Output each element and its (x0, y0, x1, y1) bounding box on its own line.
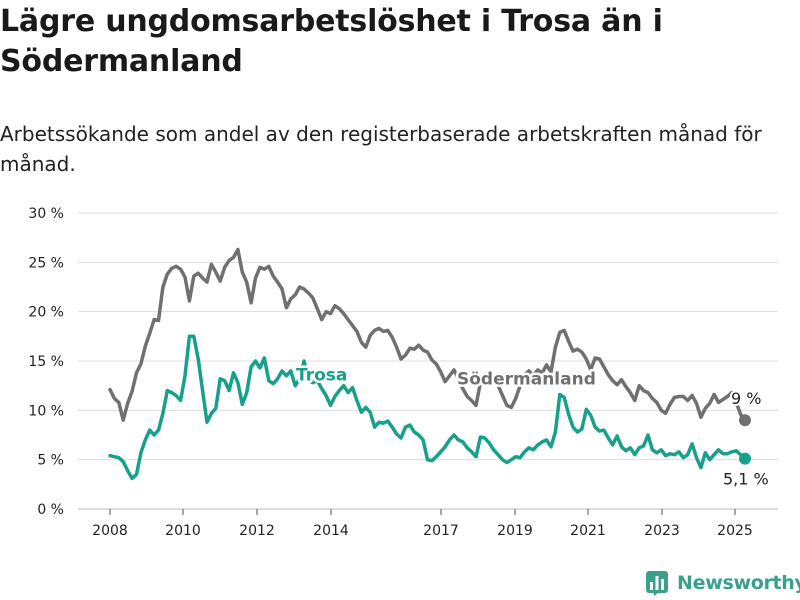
y-tick-label: 20 % (28, 305, 64, 321)
chart-subtitle: Arbetssökande som andel av den registerb… (0, 122, 762, 176)
end-value-label: 5,1 % (723, 470, 769, 489)
x-tick-label: 2008 (92, 523, 128, 539)
series-line-trosa (108, 334, 747, 481)
y-tick-label: 15 % (28, 354, 64, 370)
chart-title: Lägre ungdomsarbetslöshet i Trosa än i S… (0, 4, 663, 79)
series-name-label: Södermanland (457, 370, 596, 390)
end-value-label: 9 % (731, 389, 761, 408)
x-tick-label: 2023 (644, 523, 680, 539)
x-tick-label: 2019 (497, 523, 533, 539)
x-tick-label: 2025 (717, 523, 753, 539)
x-tick-label: 2014 (313, 523, 349, 539)
x-tick-label: 2017 (423, 523, 459, 539)
y-tick-label: 0 % (37, 502, 64, 518)
x-tick-label: 2010 (165, 523, 201, 539)
y-tick-label: 5 % (37, 453, 64, 469)
line-chart: 0 % 5 % 10 % 15 % 20 % 25 % 30 % 2008 2010 2012 20… (28, 206, 778, 539)
y-tick-label: 25 % (28, 255, 64, 271)
y-tick-label: 30 % (28, 206, 64, 222)
x-tick-label: 2012 (239, 523, 275, 539)
x-tick-label: 2021 (570, 523, 606, 539)
brand-name: Newsworthy (677, 572, 800, 594)
y-tick-label: 10 % (28, 403, 64, 419)
newsworthy-logo-icon (646, 571, 668, 596)
end-point-marker (739, 452, 751, 465)
series-line-sdermanland (108, 247, 747, 422)
series-name-label: Trosa (296, 366, 347, 386)
newsworthy-brand: Newsworthy (645, 570, 800, 596)
end-point-marker (739, 414, 751, 427)
